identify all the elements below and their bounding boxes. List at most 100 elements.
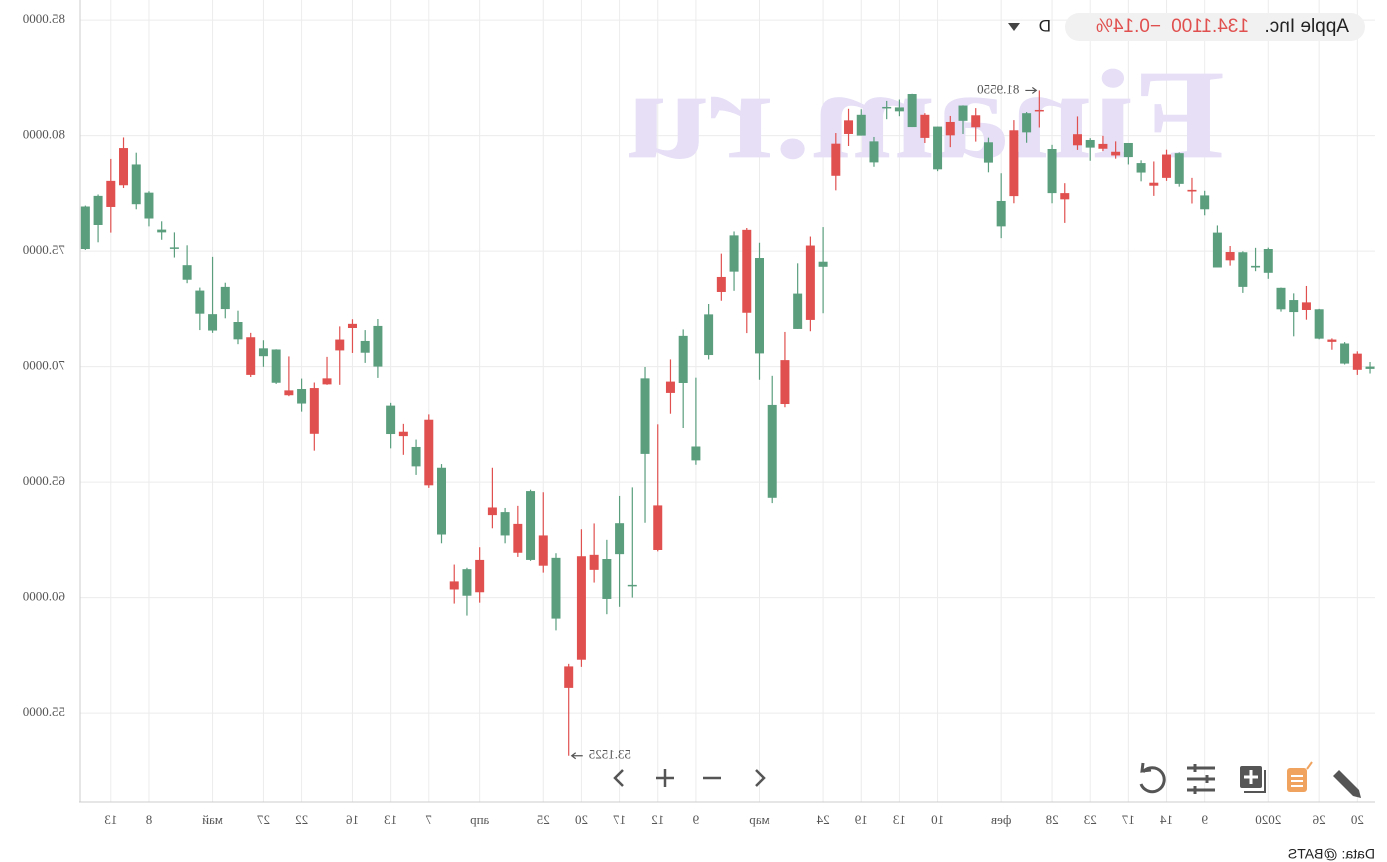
y-tick-label: 85.0000	[23, 11, 65, 26]
candle-body	[1251, 265, 1261, 268]
candle-body	[1162, 154, 1172, 178]
x-tick-label: 19	[855, 812, 868, 827]
candle-body	[640, 378, 650, 454]
x-tick-label: мар	[749, 812, 769, 827]
candle-body	[1123, 142, 1133, 158]
candle-body	[119, 148, 129, 186]
candle-body	[1149, 182, 1159, 186]
x-tick-label: 8	[146, 812, 153, 827]
interval-dropdown[interactable]	[1008, 23, 1020, 31]
x-tick-label: 10	[931, 812, 944, 827]
candle-body	[831, 143, 841, 176]
candle-body	[1072, 134, 1082, 146]
x-tick-label: 13	[893, 812, 906, 827]
x-tick-label: 20	[575, 812, 588, 827]
reset-button[interactable]	[1139, 762, 1166, 794]
candle-body	[602, 558, 612, 599]
annotation-arrow	[570, 752, 583, 760]
candle-body	[373, 325, 383, 367]
x-tick-label: 27	[256, 812, 270, 827]
y-tick-label: 75.0000	[23, 242, 65, 257]
candle-body	[169, 247, 179, 249]
candle-body	[1340, 343, 1350, 364]
add-indicator-button[interactable]	[1240, 766, 1266, 793]
candle-body	[793, 293, 803, 329]
candle-body	[564, 666, 574, 688]
candle-body	[665, 381, 675, 393]
candle-body	[1314, 309, 1324, 339]
candle-body	[894, 107, 904, 112]
interval[interactable]: D	[1039, 16, 1051, 35]
x-tick-label: 24	[816, 812, 830, 827]
x-tick-label: апр	[470, 812, 489, 827]
candle-body	[691, 446, 701, 461]
candle-body	[449, 581, 459, 590]
candle-body	[729, 235, 739, 272]
candle-body	[1289, 300, 1299, 313]
candle-body	[424, 419, 434, 486]
legend-change: −0.14%	[1096, 16, 1161, 37]
y-tick-label: 80.0000	[23, 127, 65, 142]
x-tick-label: 26	[1312, 812, 1326, 827]
candle-body	[945, 121, 955, 136]
y-tick-label: 65.0000	[23, 473, 65, 488]
scroll-left-button[interactable]	[755, 769, 766, 787]
candle-body	[157, 229, 167, 233]
annotation-label: 81.9550	[977, 81, 1019, 96]
candle-body	[907, 94, 917, 128]
candle-body	[386, 405, 396, 435]
candle-body	[958, 105, 968, 121]
draw-tool-button[interactable]	[1333, 770, 1361, 798]
y-tick-label: 60.0000	[23, 589, 65, 604]
candle-body	[258, 348, 268, 357]
candle-body	[1034, 109, 1044, 112]
candle-body	[284, 390, 294, 396]
candle-body	[1174, 153, 1184, 184]
x-tick-label: 13	[384, 812, 397, 827]
annotation-label: 53.1525	[589, 747, 631, 762]
candle-body	[1327, 339, 1337, 342]
candle-body	[615, 523, 625, 555]
legend: Apple Inc. 134.1100 −0.14% D	[1008, 13, 1365, 41]
candle-body	[983, 142, 993, 163]
x-tick-label: 20	[1351, 812, 1364, 827]
candle-body	[513, 523, 523, 553]
candle-body	[844, 120, 854, 134]
candle-body	[1276, 287, 1286, 310]
settings-button[interactable]	[1187, 764, 1215, 794]
candle-body	[780, 360, 790, 405]
x-tick-label: 23	[1084, 812, 1097, 827]
x-tick-label: май	[202, 812, 223, 827]
candle-body	[805, 245, 815, 320]
candle-body	[309, 388, 319, 434]
candle-body	[1009, 130, 1019, 197]
candle-body	[411, 446, 421, 467]
candle-body	[856, 114, 866, 136]
y-tick-label: 70.0000	[23, 358, 65, 373]
x-tick-label: 17	[613, 812, 627, 827]
candle-body	[716, 276, 726, 292]
x-tick-label: 7	[425, 812, 432, 827]
zoom-in-button[interactable]	[656, 769, 674, 787]
candle-body	[1200, 195, 1210, 210]
candle-body	[551, 557, 561, 619]
candle-body	[233, 322, 243, 340]
candle-body	[589, 554, 599, 570]
x-tick-label: фев	[991, 812, 1011, 827]
candle-body	[1060, 193, 1070, 200]
candle-body	[335, 339, 345, 351]
notes-button[interactable]	[1287, 761, 1313, 792]
x-tick-label: 12	[651, 812, 664, 827]
candle-body	[347, 323, 357, 329]
candle-body	[678, 335, 688, 383]
x-tick-label: 22	[295, 812, 308, 827]
candle-body	[754, 258, 764, 354]
candle-body	[1212, 232, 1222, 268]
candle-body	[869, 141, 879, 163]
scroll-right-button[interactable]	[613, 769, 624, 787]
candle-body	[437, 467, 447, 535]
data-source: Data: @BATS	[1288, 846, 1375, 862]
x-tick-label: 16	[345, 812, 359, 827]
